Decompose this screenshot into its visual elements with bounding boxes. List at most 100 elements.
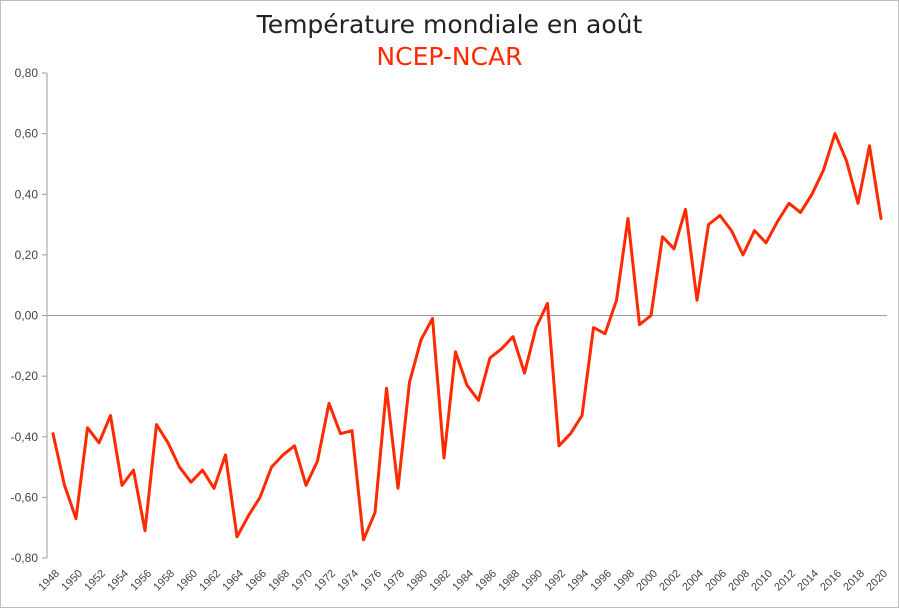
x-tick-label: 2020	[864, 568, 890, 594]
data-point	[281, 453, 285, 457]
x-tick-label: 2002	[657, 568, 683, 594]
data-point	[109, 414, 112, 417]
data-point	[454, 350, 457, 354]
data-point	[511, 335, 515, 338]
x-tick-label: 1962	[197, 568, 223, 594]
x-tick-label: 1980	[404, 568, 430, 594]
y-tick-label: 0,00	[15, 309, 39, 323]
x-tick-label: 1950	[59, 568, 85, 594]
x-tick-label: 2018	[841, 568, 867, 594]
y-tick-label: 0,60	[15, 127, 39, 141]
data-point	[615, 299, 618, 302]
x-tick-label: 2012	[772, 568, 798, 594]
y-tick-label: -0,20	[11, 369, 39, 383]
chart-title: Température mondiale en août	[256, 10, 643, 39]
x-tick-label: 1956	[128, 568, 154, 594]
y-tick-label: 0,40	[15, 187, 39, 201]
data-point	[224, 453, 227, 457]
data-point	[74, 517, 78, 520]
x-tick-label: 1984	[450, 568, 476, 594]
data-point	[845, 159, 848, 163]
data-point	[787, 202, 791, 205]
data-point	[373, 511, 377, 514]
data-point	[638, 323, 641, 326]
x-tick-label: 2008	[726, 568, 752, 594]
data-point	[143, 529, 147, 532]
x-tick-label: 1952	[82, 568, 108, 594]
data-point	[822, 168, 825, 172]
data-point	[799, 211, 802, 214]
data-point	[546, 302, 549, 305]
data-point	[776, 220, 779, 223]
data-point	[580, 414, 584, 417]
y-tick-label: 0,20	[15, 248, 39, 262]
data-point	[833, 132, 837, 135]
x-tick-label: 1972	[312, 568, 338, 594]
x-tick-label: 1958	[151, 568, 177, 594]
data-point	[753, 229, 756, 232]
x-tick-label: 1988	[496, 568, 522, 594]
data-point	[661, 235, 664, 238]
data-point	[327, 402, 331, 405]
data-point	[477, 399, 480, 402]
x-tick-label: 2006	[703, 568, 729, 594]
data-point	[523, 371, 526, 375]
data-point	[442, 456, 446, 460]
axes	[46, 73, 887, 558]
data-point	[178, 465, 181, 469]
x-tick-label: 1948	[36, 568, 62, 594]
data-point	[695, 299, 699, 302]
x-tick-label: 1992	[542, 568, 568, 594]
y-tick-label: -0,40	[11, 430, 39, 444]
data-point	[120, 484, 124, 487]
x-tick-label: 2016	[818, 568, 844, 594]
data-point	[86, 426, 89, 429]
data-point	[189, 481, 193, 484]
x-tick-label: 1954	[105, 568, 131, 594]
data-point	[500, 347, 503, 350]
data-point	[868, 144, 871, 147]
x-tick-label: 1966	[243, 568, 269, 594]
x-tick-label: 1994	[565, 568, 591, 594]
data-point	[316, 459, 319, 463]
x-tick-label: 1976	[358, 568, 384, 594]
data-point	[431, 317, 434, 320]
x-tick-label: 2014	[795, 568, 821, 594]
y-tick-label: -0,80	[11, 551, 39, 565]
data-point	[396, 487, 400, 490]
data-point	[764, 241, 768, 244]
chart-subtitle: NCEP-NCAR	[376, 42, 523, 71]
data-point	[741, 253, 745, 257]
data-point	[258, 496, 262, 499]
data-point	[730, 229, 733, 232]
data-point	[63, 484, 66, 487]
data-point	[626, 217, 630, 220]
x-tick-label: 1978	[381, 568, 407, 594]
data-point	[465, 384, 469, 387]
x-tick-label: 2010	[749, 568, 775, 594]
y-axis-ticks: -0,80 -0,60 -0,40 -0,20 0,00 0,20 0,40 0,60 0,80	[11, 66, 47, 565]
x-tick-label: 2000	[634, 568, 660, 594]
data-point	[408, 381, 411, 384]
y-tick-label: -0,60	[11, 490, 39, 504]
data-point	[304, 484, 308, 487]
data-point	[592, 326, 595, 329]
x-tick-label: 1982	[427, 568, 453, 594]
x-tick-label: 1970	[289, 568, 315, 594]
data-point	[385, 387, 388, 390]
data-point	[51, 432, 55, 435]
data-point	[488, 356, 492, 360]
data-point	[97, 441, 101, 444]
series-line	[51, 132, 883, 542]
series-group	[51, 132, 883, 542]
data-point	[270, 465, 273, 469]
data-point	[856, 202, 860, 205]
x-tick-label: 1986	[473, 568, 499, 594]
x-tick-label: 1968	[266, 568, 292, 594]
x-tick-label: 1964	[220, 568, 246, 594]
data-point	[557, 444, 561, 447]
data-point	[132, 468, 135, 472]
y-tick-label: 0,80	[15, 66, 39, 80]
